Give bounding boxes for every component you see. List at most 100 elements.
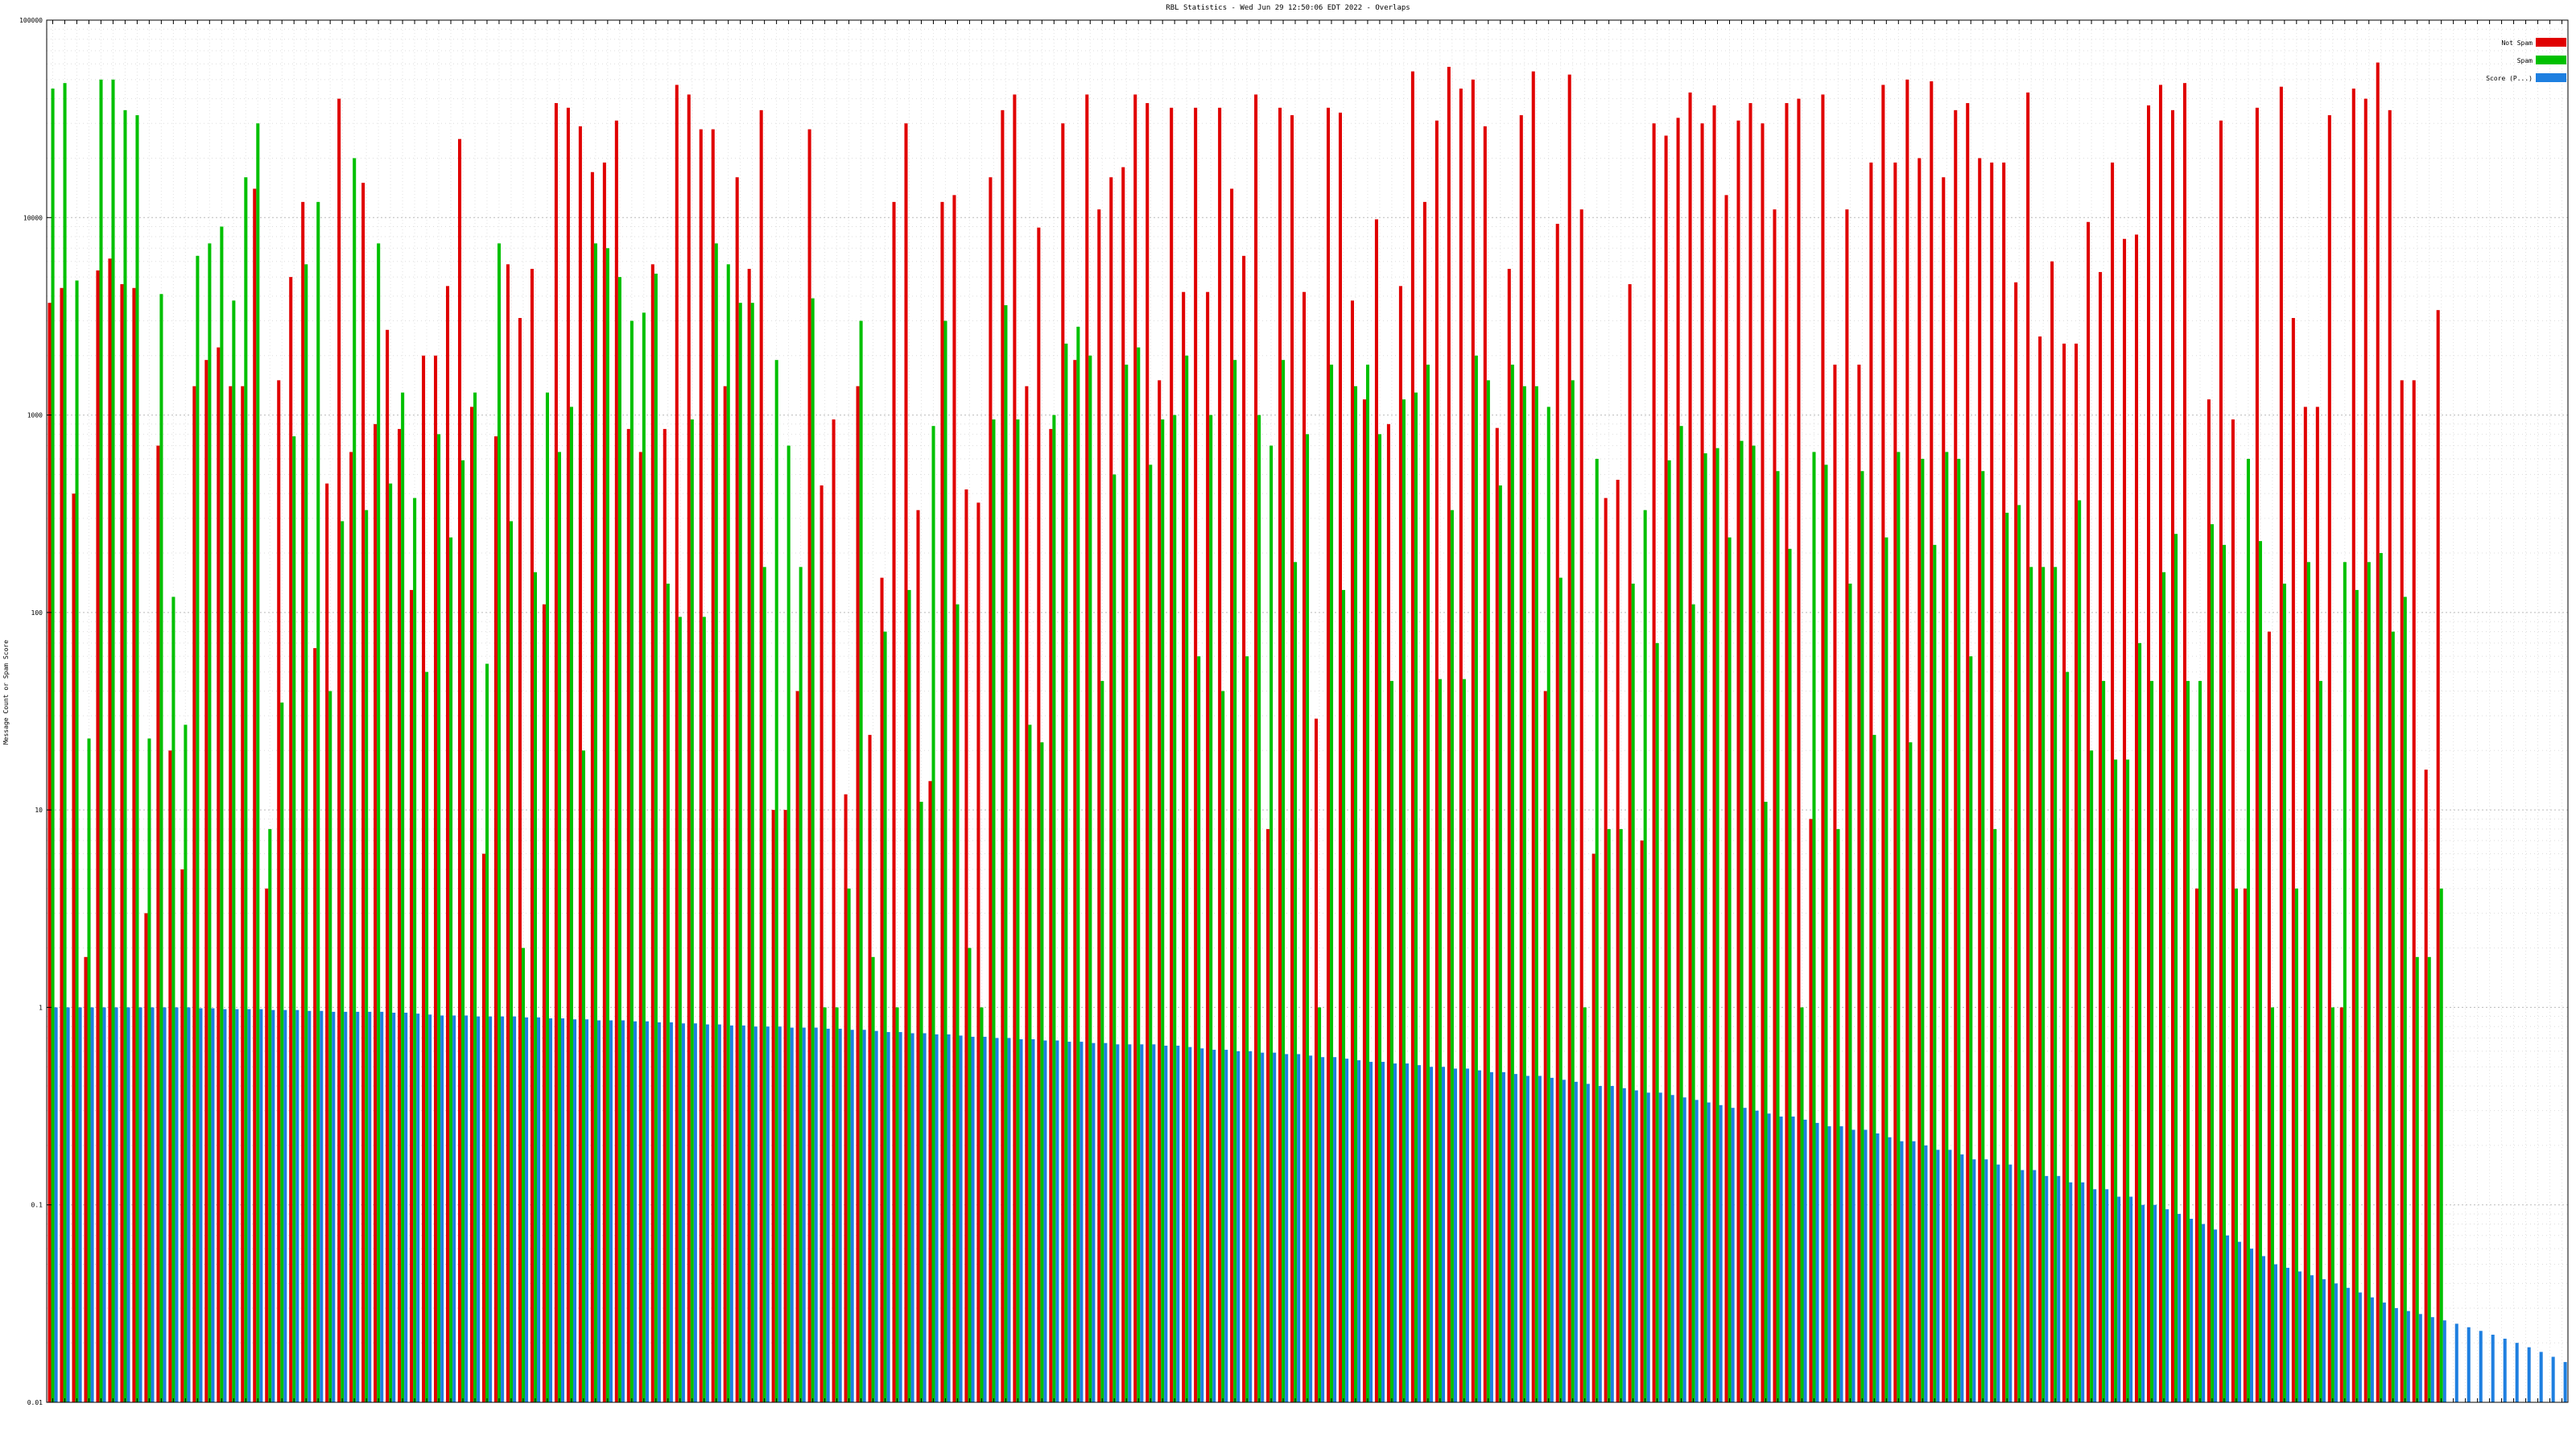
bar-not_spam — [337, 98, 341, 1402]
bar-score — [1236, 1051, 1241, 1402]
bar-not_spam — [663, 428, 667, 1402]
bar-not_spam — [2135, 234, 2139, 1403]
bar-score — [2322, 1279, 2326, 1402]
bar-score — [525, 1017, 529, 1402]
bar-not_spam — [807, 129, 811, 1402]
y-tick-label: 100000 — [19, 17, 43, 24]
bar-not_spam — [1073, 360, 1077, 1402]
bar-score — [1803, 1119, 1807, 1402]
y-tick-label: 0.1 — [31, 1202, 43, 1209]
bar-score — [814, 1027, 818, 1402]
bar-score — [2117, 1196, 2121, 1402]
bar-spam — [726, 264, 730, 1402]
bar-spam — [2005, 512, 2009, 1402]
bar-spam — [2066, 671, 2070, 1402]
bar-not_spam — [2123, 238, 2127, 1402]
bar-not_spam — [1845, 209, 1849, 1402]
bar-score — [1273, 1052, 1277, 1402]
bar-score — [1634, 1090, 1638, 1402]
legend-swatch-spam — [2536, 56, 2566, 64]
bar-score — [2081, 1182, 2085, 1402]
bar-not_spam — [1049, 428, 1053, 1402]
bar-not_spam — [819, 485, 824, 1403]
bar-spam — [2078, 500, 2082, 1402]
y-tick-label: 10000 — [23, 214, 43, 221]
bar-spam — [1149, 464, 1153, 1402]
bar-score — [1489, 1071, 1493, 1402]
bar-score — [923, 1033, 927, 1402]
bar-not_spam — [217, 347, 221, 1402]
bar-spam — [1353, 386, 1358, 1403]
bar-score — [2503, 1338, 2507, 1402]
bar-score — [1622, 1088, 1626, 1402]
bar-spam — [1800, 1007, 1804, 1402]
bar-not_spam — [1676, 118, 1680, 1402]
bar-score — [910, 1033, 914, 1402]
bars — [47, 62, 2567, 1403]
bar-score — [440, 1015, 444, 1402]
bar-not_spam — [277, 380, 281, 1402]
bar-spam — [1752, 445, 1756, 1402]
bar-score — [838, 1028, 842, 1402]
bar-score — [1695, 1100, 1699, 1402]
bar-not_spam — [1290, 115, 1294, 1402]
bar-score — [2430, 1317, 2434, 1402]
bar-score — [1164, 1045, 1168, 1402]
bar-not_spam — [2243, 888, 2247, 1402]
bar-spam — [1342, 589, 1346, 1402]
bar-not_spam — [47, 303, 52, 1402]
bar-spam — [1667, 460, 1671, 1403]
bar-score — [621, 1020, 625, 1402]
bar-not_spam — [1724, 195, 1728, 1402]
bar-spam — [1643, 510, 1647, 1402]
bar-score — [1393, 1063, 1397, 1402]
legend-swatch-score — [2536, 73, 2566, 82]
bar-spam — [2439, 888, 2443, 1402]
bar-score — [1574, 1081, 1578, 1402]
bar-score — [2406, 1311, 2410, 1402]
bar-not_spam — [1146, 103, 1150, 1402]
bar-not_spam — [2207, 399, 2211, 1402]
bar-spam — [2258, 541, 2262, 1402]
bar-not_spam — [84, 956, 88, 1402]
bar-not_spam — [180, 869, 184, 1402]
bar-score — [1043, 1040, 1047, 1402]
bar-not_spam — [1809, 819, 1813, 1402]
bar-score — [2249, 1249, 2254, 1402]
bar-spam — [762, 567, 766, 1402]
bar-spam — [1257, 415, 1261, 1402]
bar-score — [271, 1009, 275, 1402]
bar-spam — [690, 419, 694, 1402]
bar-score — [2358, 1292, 2362, 1402]
bar-score — [549, 1018, 553, 1402]
bar-score — [344, 1011, 348, 1402]
bar-not_spam — [2279, 86, 2283, 1402]
bar-spam — [1306, 434, 1310, 1402]
bar-spam — [823, 1007, 827, 1402]
bar-spam — [1004, 305, 1008, 1402]
bar-spam — [1885, 537, 1889, 1403]
bar-score — [199, 1008, 203, 1402]
bar-not_spam — [1579, 209, 1583, 1402]
bar-spam — [956, 604, 960, 1402]
bar-spam — [1691, 604, 1695, 1402]
bar-not_spam — [856, 386, 860, 1403]
bar-spam — [461, 460, 465, 1403]
bar-score — [1405, 1063, 1410, 1402]
bar-score — [971, 1036, 975, 1402]
bar-spam — [1377, 434, 1382, 1402]
bar-spam — [1969, 656, 1973, 1402]
bar-not_spam — [783, 810, 787, 1402]
bar-score — [1755, 1110, 1759, 1402]
bar-spam — [521, 947, 526, 1402]
bar-spam — [2041, 567, 2046, 1402]
bar-score — [1080, 1042, 1084, 1402]
bar-spam — [220, 226, 224, 1402]
bar-score — [1309, 1055, 1313, 1402]
bar-spam — [1679, 426, 1683, 1403]
bar-spam — [1052, 415, 1056, 1402]
y-tick-label: 1 — [39, 1004, 43, 1011]
bar-spam — [2330, 1007, 2334, 1402]
bar-spam — [1197, 656, 1201, 1402]
bar-score — [114, 1007, 118, 1402]
